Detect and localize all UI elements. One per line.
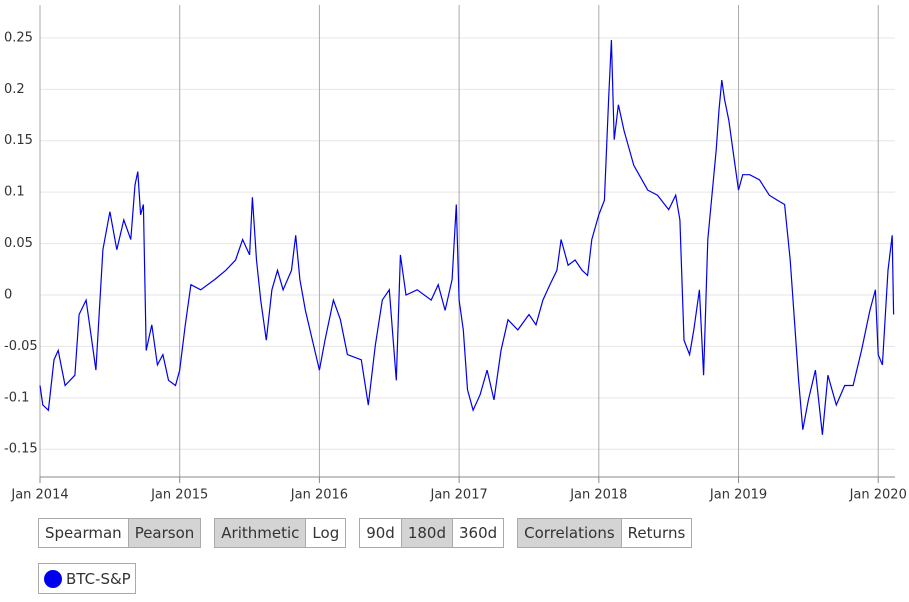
x-tick-label: Jan 2017 xyxy=(429,488,487,503)
y-tick-label: 0 xyxy=(4,287,12,302)
y-tick-label: -0.1 xyxy=(4,390,29,405)
x-tick-label: Jan 2016 xyxy=(290,488,348,503)
x-tick-label: Jan 2020 xyxy=(849,488,907,503)
toggle-button[interactable]: Arithmetic xyxy=(215,519,306,547)
x-tick-label: Jan 2014 xyxy=(10,488,68,503)
legend-item[interactable]: BTC-S&P xyxy=(38,563,136,594)
legend-swatch xyxy=(44,569,62,588)
series-line xyxy=(39,39,895,435)
toggle-button[interactable]: 360d xyxy=(451,519,504,547)
y-tick-label: 0.25 xyxy=(4,30,33,45)
controls: Spearman Pearson Arithmetic Log 90d 180d 360d C… xyxy=(38,518,693,548)
y-tick-label: 0.05 xyxy=(4,236,33,251)
x-tick-label: Jan 2015 xyxy=(150,488,208,503)
toggle-button[interactable]: Spearman xyxy=(39,519,128,547)
x-tick-label: Jan 2018 xyxy=(569,488,627,503)
y-tick-label: 0.1 xyxy=(4,185,25,200)
button-group: Spearman Pearson xyxy=(38,518,202,548)
toggle-button[interactable]: 180d xyxy=(400,519,452,547)
toggle-button[interactable]: Log xyxy=(305,519,346,547)
toggle-button[interactable]: Correlations xyxy=(518,519,621,547)
y-tick-label: 0.15 xyxy=(4,133,33,148)
y-tick-label: 0.2 xyxy=(4,82,25,97)
toggle-button[interactable]: 90d xyxy=(360,519,401,547)
button-group: Correlations Returns xyxy=(517,518,693,548)
chart: -0.15 -0.1 -0.05 0 0.05 0.1 0.15 0.2 0.25 Jan 201… xyxy=(4,5,907,503)
x-tick-label: Jan 2019 xyxy=(709,488,767,503)
y-tick-label: -0.15 xyxy=(4,442,38,457)
button-group: Arithmetic Log xyxy=(214,518,347,548)
legend-label: BTC-S&P xyxy=(66,569,131,588)
toggle-button[interactable]: Pearson xyxy=(127,519,201,547)
button-group: 90d 180d 360d xyxy=(359,518,505,548)
y-tick-label: -0.05 xyxy=(4,339,38,354)
toggle-button[interactable]: Returns xyxy=(620,519,692,547)
